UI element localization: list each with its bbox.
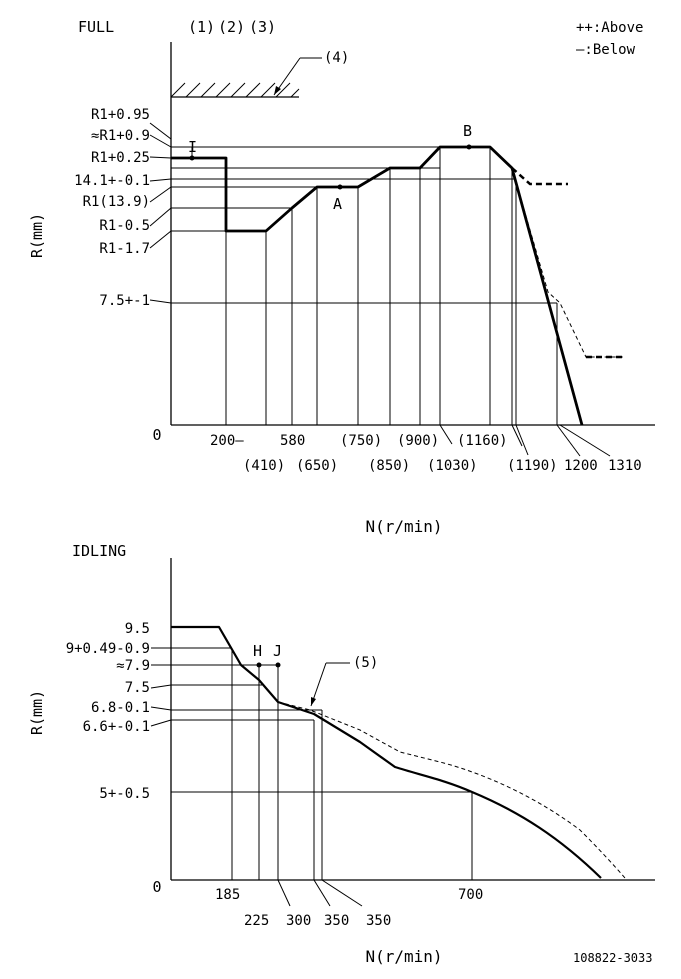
point-i-label: I: [188, 138, 197, 156]
footer-code: 108822-3033: [573, 951, 652, 965]
full-below-dash-upper: [511, 167, 568, 186]
idling-x-label-185: 185: [215, 887, 240, 903]
full-x-label-1200: 1200: [564, 458, 598, 474]
full-x-label-650: (650): [296, 458, 338, 474]
idling-title: IDLING: [72, 542, 126, 560]
full-x-label-200: 200—: [210, 433, 244, 449]
idling-y-label-9-5: 9.5: [125, 621, 150, 637]
idling-x-label-700: 700: [458, 887, 483, 903]
legend-above: ++:Above: [576, 20, 643, 36]
point-j-marker: [275, 662, 281, 668]
full-y-label-r1-13-9: R1(13.9): [83, 194, 150, 210]
point-a-marker: [337, 184, 343, 190]
idling-reference-lines: [150, 647, 472, 793]
full-below-dash-lower: [511, 167, 625, 358]
idling-x-label-300: 300: [286, 913, 311, 929]
callout-5: (5): [353, 655, 378, 671]
idling-x-leaders: [277, 879, 363, 907]
note-2: (2): [218, 18, 245, 36]
idling-x-axis-label: N(r/min): [365, 947, 442, 966]
idling-upper-dashed-curve: [277, 701, 626, 879]
note-3: (3): [249, 18, 276, 36]
full-y-label-r1p025: R1+0.25: [91, 150, 150, 166]
full-title: FULL: [78, 18, 114, 36]
full-drop-lines: [225, 147, 558, 425]
idling-x-label-225: 225: [244, 913, 269, 929]
full-x-label-410: (410): [243, 458, 285, 474]
full-x-axis-label: N(r/min): [365, 517, 442, 536]
full-x-label-1310: 1310: [608, 458, 642, 474]
full-panel: FULL (1) (2) (3) ++:Above —:Below 0 R(mm…: [28, 18, 655, 536]
full-y-label-r1p095: R1+0.95: [91, 107, 150, 123]
full-x-label-750: (750): [340, 433, 382, 449]
idling-origin: 0: [152, 878, 161, 896]
point-h-label: H: [253, 642, 262, 660]
idling-x-label-350a: 350: [324, 913, 349, 929]
full-x-leaders: [439, 424, 611, 457]
idling-y-label-9: 9+0.49-0.9: [66, 641, 150, 657]
full-y-label-r1m05: R1-0.5: [99, 218, 150, 234]
idling-y-axis-label: R(mm): [28, 690, 46, 735]
full-x-label-850: (850): [368, 458, 410, 474]
full-x-label-1160: (1160): [457, 433, 508, 449]
point-h-marker: [256, 662, 262, 668]
full-y-axis-label: R(mm): [28, 213, 46, 258]
hatched-stop: [170, 57, 322, 98]
idling-x-label-350b: 350: [366, 913, 391, 929]
idling-y-label-6-8: 6.8-0.1: [91, 700, 150, 716]
point-b-label: B: [463, 122, 472, 140]
full-y-label-7-5: 7.5+-1: [99, 293, 150, 309]
full-x-label-1030: (1030): [427, 458, 478, 474]
idling-y-label-7-5: 7.5: [125, 680, 150, 696]
full-x-label-1190: (1190): [507, 458, 558, 474]
idling-y-label-7-9: ≈7.9: [116, 658, 150, 674]
point-a-label: A: [333, 195, 342, 213]
idling-y-label-5: 5+-0.5: [99, 786, 150, 802]
idling-curve: [171, 625, 602, 879]
idling-drop-lines: [231, 648, 473, 880]
note-1: (1): [188, 18, 215, 36]
full-y-label-r1m17: R1-1.7: [99, 241, 150, 257]
full-x-label-900: (900): [397, 433, 439, 449]
callout-4: (4): [324, 50, 349, 66]
legend-below: —:Below: [576, 42, 636, 58]
point-j-label: J: [273, 642, 282, 660]
point-b-marker: [466, 144, 472, 150]
idling-y-label-6-6: 6.6+-0.1: [83, 719, 150, 735]
full-curve: [171, 145, 584, 426]
full-y-label-r1p09: ≈R1+0.9: [91, 128, 150, 144]
full-reference-lines: [149, 122, 557, 304]
idling-panel: IDLING 0 R(mm) N(r/min) 9.5 9+0.49-0.9 ≈…: [28, 542, 655, 966]
full-origin: 0: [152, 426, 161, 444]
full-y-label-14-1: 14.1+-0.1: [74, 173, 150, 189]
full-x-label-580: 580: [280, 433, 305, 449]
